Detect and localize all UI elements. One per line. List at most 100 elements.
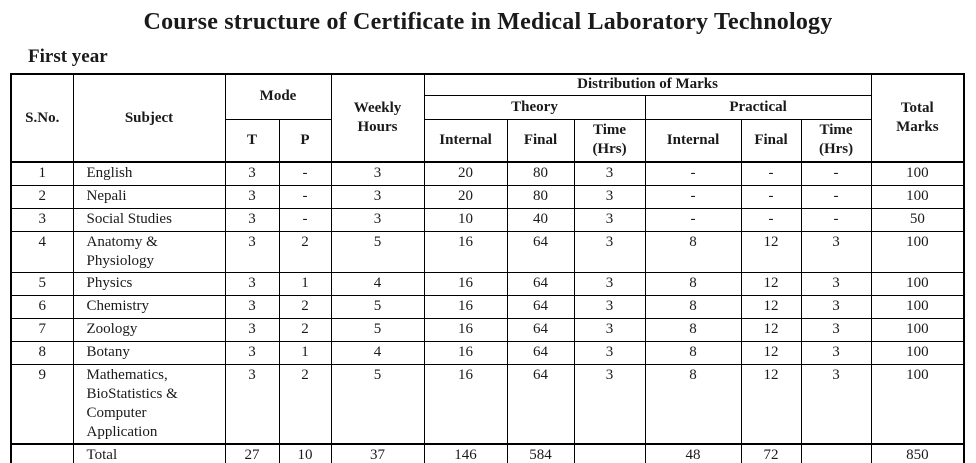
cell-mode-p: 10 [278,442,332,463]
header-subject: Subject [72,73,226,163]
cell-total-marks: 100 [870,294,965,319]
cell-mode-t: 3 [224,317,280,342]
cell-weekly-hours: 3 [330,207,425,232]
cell-weekly-hours: 5 [330,230,425,273]
table-row: 4 Anatomy & Physiology 3 2 5 16 64 3 8 12 3 100 [10,230,965,273]
section-label-first-year: First year [28,46,108,67]
cell-theory-internal: 16 [423,294,508,319]
cell-subject: Chemistry [72,294,226,319]
table-body: 1 English 3-3 20 80 3- - -100 2 Nepali 3-3 20 80 3- - -… [10,161,965,463]
cell-practical-internal: - [644,184,742,209]
cell-mode-p: 2 [278,230,332,273]
cell-theory-internal: 20 [423,161,508,186]
table-row: 6 Chemistry 3 2 5 16 64 3 8 12 3 100 [10,294,965,319]
cell-s-no [10,442,74,463]
header-s-no: S.No. [10,73,74,163]
cell-theory-final: 40 [506,207,575,232]
header-practical: Practical [644,94,872,120]
cell-s-no: 5 [10,271,74,296]
cell-theory-final: 64 [506,294,575,319]
cell-practical-final: 12 [740,271,802,296]
cell-mode-t: 3 [224,161,280,186]
cell-mode-p: 1 [278,271,332,296]
header-mode-t: T [224,118,280,163]
cell-weekly-hours: 5 [330,363,425,444]
header-theory-time: Time (Hrs) [573,118,646,163]
cell-practical-final: 12 [740,340,802,365]
cell-practical-internal: 8 [644,230,742,273]
cell-theory-internal: 16 [423,363,508,444]
cell-theory-internal: 20 [423,184,508,209]
cell-subject: Social Studies [72,207,226,232]
cell-mode-t: 3 [224,340,280,365]
table-row: 3 Social Studies 3-3 10 40 3- - -50 [10,207,965,232]
cell-s-no: 6 [10,294,74,319]
cell-theory-time: 3 [573,340,646,365]
cell-mode-t: 3 [224,184,280,209]
cell-theory-final: 80 [506,161,575,186]
table-row: 9 Mathematics, BioStatistics & Computer A… [10,363,965,444]
cell-practical-internal: 8 [644,294,742,319]
cell-theory-time [573,442,646,463]
cell-theory-internal: 16 [423,230,508,273]
cell-mode-p: - [278,207,332,232]
cell-practical-time: 3 [800,271,872,296]
header-theory: Theory [423,94,646,120]
cell-practical-time: - [800,184,872,209]
cell-total-marks: 50 [870,207,965,232]
cell-practical-internal: 48 [644,442,742,463]
header-weekly-hours: Weekly Hours [330,73,425,163]
cell-practical-final: 72 [740,442,802,463]
cell-practical-time: 3 [800,294,872,319]
header-total-marks: Total Marks [870,73,965,163]
cell-s-no: 1 [10,161,74,186]
cell-practical-internal: 8 [644,363,742,444]
cell-s-no: 4 [10,230,74,273]
cell-weekly-hours: 3 [330,184,425,209]
cell-weekly-hours: 5 [330,294,425,319]
cell-subject: Physics [72,271,226,296]
cell-theory-final: 64 [506,230,575,273]
cell-theory-time: 3 [573,271,646,296]
cell-theory-internal: 146 [423,442,508,463]
page-title: Course structure of Certificate in Medic… [143,9,833,35]
header-mode: Mode [224,73,332,120]
cell-s-no: 7 [10,317,74,342]
cell-theory-internal: 16 [423,317,508,342]
cell-total-marks: 100 [870,184,965,209]
cell-total-marks: 100 [870,363,965,444]
cell-s-no: 3 [10,207,74,232]
cell-practical-time: 3 [800,230,872,273]
cell-theory-time: 3 [573,184,646,209]
cell-subject: Total [72,442,226,463]
cell-practical-final: - [740,207,802,232]
cell-mode-p: 2 [278,317,332,342]
table-row: 1 English 3-3 20 80 3- - -100 [10,161,965,186]
table-row: 8 Botany 3 1 4 16 64 3 8 12 3 100 [10,340,965,365]
cell-theory-internal: 16 [423,340,508,365]
cell-practical-time: - [800,161,872,186]
cell-weekly-hours: 4 [330,340,425,365]
cell-weekly-hours: 5 [330,317,425,342]
cell-practical-time: 3 [800,317,872,342]
total-row: Total 27 10 37 146 584 48 72 850 [10,442,965,463]
cell-theory-final: 64 [506,340,575,365]
cell-practical-time: 3 [800,340,872,365]
cell-theory-final: 64 [506,317,575,342]
header-theory-final: Final [506,118,575,163]
cell-theory-final: 584 [506,442,575,463]
header-theory-internal: Internal [423,118,508,163]
cell-practical-final: 12 [740,294,802,319]
cell-practical-final: 12 [740,230,802,273]
cell-subject: Mathematics, BioStatistics & Computer Ap… [72,363,226,444]
cell-s-no: 2 [10,184,74,209]
header-distribution-of-marks: Distribution of Marks [423,73,872,96]
cell-total-marks: 100 [870,340,965,365]
header-mode-p: P [278,118,332,163]
cell-mode-t: 3 [224,230,280,273]
cell-s-no: 8 [10,340,74,365]
header-practical-internal: Internal [644,118,742,163]
cell-practical-internal: 8 [644,271,742,296]
cell-theory-time: 3 [573,161,646,186]
cell-weekly-hours: 3 [330,161,425,186]
